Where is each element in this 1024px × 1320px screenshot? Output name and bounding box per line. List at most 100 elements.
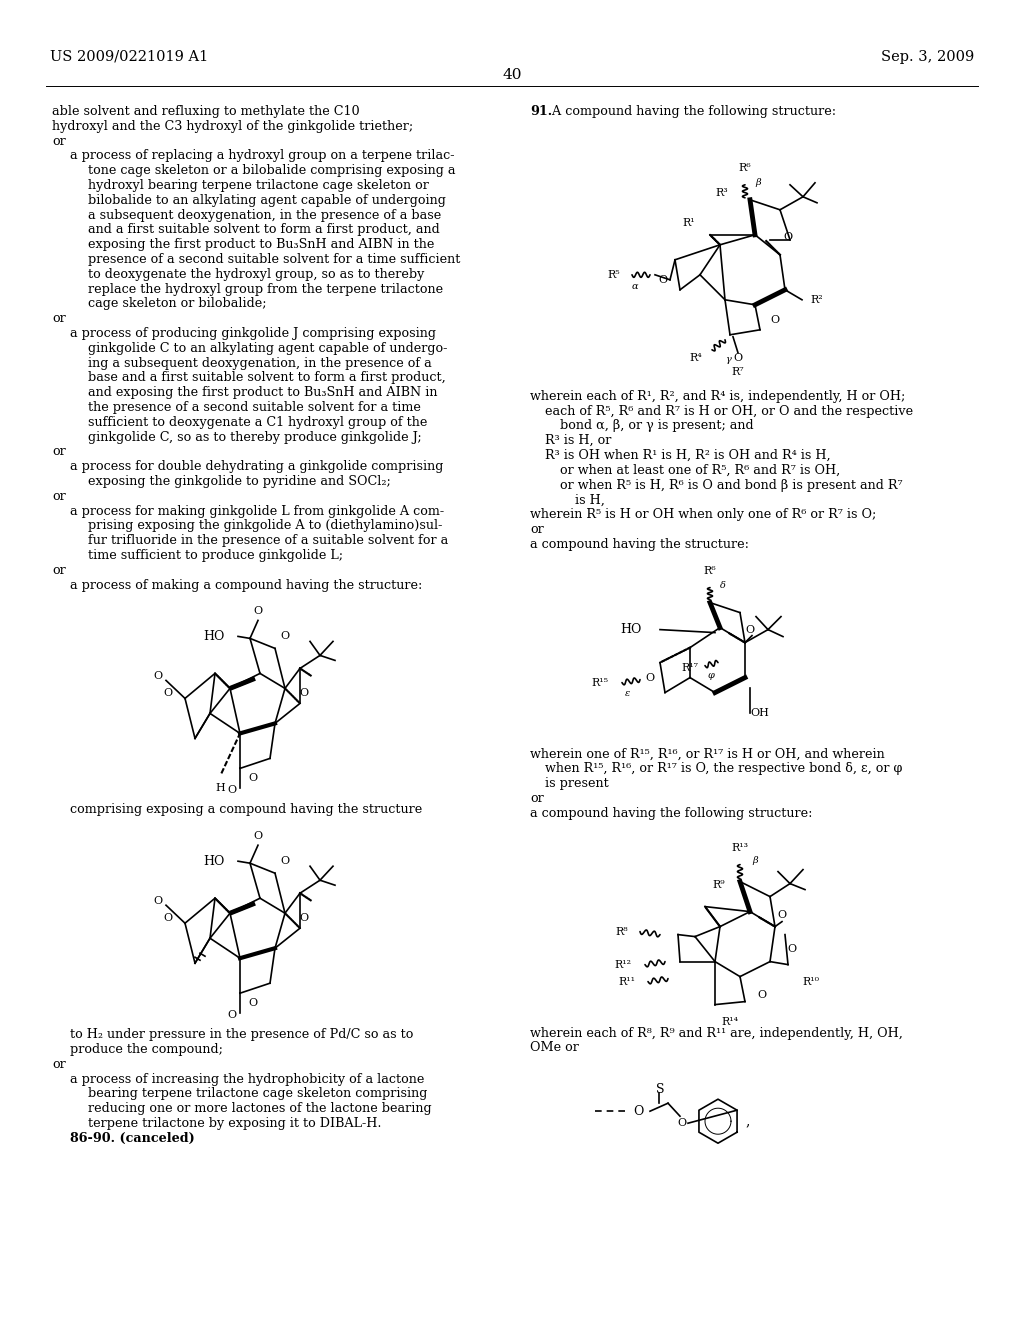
Text: O: O <box>770 314 779 325</box>
Text: a process for making ginkgolide L from ginkgolide A com-: a process for making ginkgolide L from g… <box>70 504 444 517</box>
Text: wherein R⁵ is H or OH when only one of R⁶ or R⁷ is O;: wherein R⁵ is H or OH when only one of R… <box>530 508 877 521</box>
Text: or: or <box>52 313 66 325</box>
Text: O: O <box>678 1118 686 1129</box>
Text: O: O <box>633 1105 643 1118</box>
Text: a compound having the structure:: a compound having the structure: <box>530 537 749 550</box>
Text: R⁶: R⁶ <box>738 162 752 173</box>
Text: O: O <box>253 832 262 841</box>
Text: or: or <box>52 1057 66 1071</box>
Text: is present: is present <box>545 777 608 791</box>
Text: or: or <box>52 564 66 577</box>
Text: hydroxyl and the C3 hydroxyl of the ginkgolide triether;: hydroxyl and the C3 hydroxyl of the gink… <box>52 120 413 133</box>
Text: O: O <box>281 857 290 866</box>
Text: to deoxygenate the hydroxyl group, so as to thereby: to deoxygenate the hydroxyl group, so as… <box>88 268 424 281</box>
Text: R⁸: R⁸ <box>615 927 628 937</box>
Text: R¹²: R¹² <box>614 960 632 970</box>
Text: α: α <box>632 282 639 292</box>
Text: O: O <box>249 774 258 783</box>
Text: or: or <box>52 445 66 458</box>
Text: or: or <box>52 490 66 503</box>
Text: 40: 40 <box>502 69 522 82</box>
Text: R⁴: R⁴ <box>689 352 702 363</box>
Text: O: O <box>164 913 173 923</box>
Text: ,: , <box>745 1114 750 1129</box>
Text: O: O <box>299 689 308 698</box>
Text: HO: HO <box>204 855 225 867</box>
Text: R³ is H, or: R³ is H, or <box>545 434 611 447</box>
Text: A compound having the following structure:: A compound having the following structur… <box>548 106 837 117</box>
Text: wherein each of R¹, R², and R⁴ is, independently, H or OH;: wherein each of R¹, R², and R⁴ is, indep… <box>530 389 905 403</box>
Text: R⁶: R⁶ <box>703 565 717 576</box>
Text: wherein each of R⁸, R⁹ and R¹¹ are, independently, H, OH,: wherein each of R⁸, R⁹ and R¹¹ are, inde… <box>530 1027 903 1040</box>
Text: reducing one or more lactones of the lactone bearing: reducing one or more lactones of the lac… <box>88 1102 432 1115</box>
Text: when R¹⁵, R¹⁶, or R¹⁷ is O, the respective bond δ, ε, or φ: when R¹⁵, R¹⁶, or R¹⁷ is O, the respecti… <box>545 763 902 775</box>
Text: replace the hydroxyl group from the terpene trilactone: replace the hydroxyl group from the terp… <box>88 282 443 296</box>
Text: cage skeleton or bilobalide;: cage skeleton or bilobalide; <box>88 297 266 310</box>
Text: R³ is OH when R¹ is H, R² is OH and R⁴ is H,: R³ is OH when R¹ is H, R² is OH and R⁴ i… <box>545 449 830 462</box>
Text: ing a subsequent deoxygenation, in the presence of a: ing a subsequent deoxygenation, in the p… <box>88 356 432 370</box>
Text: hydroxyl bearing terpene trilactone cage skeleton or: hydroxyl bearing terpene trilactone cage… <box>88 180 429 191</box>
Text: R¹⁴: R¹⁴ <box>722 1016 738 1027</box>
Text: terpene trilactone by exposing it to DIBAL-H.: terpene trilactone by exposing it to DIB… <box>88 1117 382 1130</box>
Text: O: O <box>227 785 237 796</box>
Text: H: H <box>215 783 225 793</box>
Text: 86-90. (canceled): 86-90. (canceled) <box>70 1131 195 1144</box>
Text: R⁷: R⁷ <box>732 367 744 376</box>
Text: R¹⁵: R¹⁵ <box>591 677 608 688</box>
Text: R¹⁰: R¹⁰ <box>802 977 819 986</box>
Text: O: O <box>227 1010 237 1020</box>
Text: is H,: is H, <box>575 494 605 507</box>
Text: a process of increasing the hydrophobicity of a lactone: a process of increasing the hydrophobici… <box>70 1073 424 1085</box>
Text: or: or <box>530 523 544 536</box>
Text: a process of producing ginkgolide J comprising exposing: a process of producing ginkgolide J comp… <box>70 327 436 341</box>
Text: US 2009/0221019 A1: US 2009/0221019 A1 <box>50 50 208 63</box>
Text: bilobalide to an alkylating agent capable of undergoing: bilobalide to an alkylating agent capabl… <box>88 194 445 207</box>
Text: OH: OH <box>750 708 769 718</box>
Text: bearing terpene trilactone cage skeleton comprising: bearing terpene trilactone cage skeleton… <box>88 1088 427 1101</box>
Text: R⁹: R⁹ <box>713 879 725 890</box>
Text: O: O <box>249 998 258 1008</box>
Text: O: O <box>783 232 793 242</box>
Text: O: O <box>645 673 654 682</box>
Text: presence of a second suitable solvent for a time sufficient: presence of a second suitable solvent fo… <box>88 253 461 267</box>
Text: 91.: 91. <box>530 106 552 117</box>
Text: tone cage skeleton or a bilobalide comprising exposing a: tone cage skeleton or a bilobalide compr… <box>88 164 456 177</box>
Text: R³: R³ <box>715 187 728 198</box>
Text: O: O <box>787 944 797 953</box>
Text: β: β <box>752 855 758 865</box>
Text: or when R⁵ is H, R⁶ is O and bond β is present and R⁷: or when R⁵ is H, R⁶ is O and bond β is p… <box>560 479 902 491</box>
Text: each of R⁵, R⁶ and R⁷ is H or OH, or O and the respective: each of R⁵, R⁶ and R⁷ is H or OH, or O a… <box>545 405 913 417</box>
Text: sufficient to deoxygenate a C1 hydroxyl group of the: sufficient to deoxygenate a C1 hydroxyl … <box>88 416 427 429</box>
Text: bond α, β, or γ is present; and: bond α, β, or γ is present; and <box>560 420 754 433</box>
Text: δ: δ <box>720 581 726 590</box>
Text: ginkgolide C to an alkylating agent capable of undergo-: ginkgolide C to an alkylating agent capa… <box>88 342 447 355</box>
Text: O: O <box>164 689 173 698</box>
Text: R¹⁷: R¹⁷ <box>681 663 698 673</box>
Text: R¹¹: R¹¹ <box>618 977 635 986</box>
Text: O: O <box>658 275 668 285</box>
Text: a compound having the following structure:: a compound having the following structur… <box>530 807 812 820</box>
Text: or: or <box>530 792 544 805</box>
Text: to H₂ under pressure in the presence of Pd/C so as to: to H₂ under pressure in the presence of … <box>70 1028 414 1041</box>
Text: comprising exposing a compound having the structure: comprising exposing a compound having th… <box>70 804 422 816</box>
Text: fur trifluoride in the presence of a suitable solvent for a: fur trifluoride in the presence of a sui… <box>88 535 449 548</box>
Text: O: O <box>733 352 742 363</box>
Text: time sufficient to produce ginkgolide L;: time sufficient to produce ginkgolide L; <box>88 549 343 562</box>
Text: exposing the first product to Bu₃SnH and AIBN in the: exposing the first product to Bu₃SnH and… <box>88 238 434 251</box>
Text: a process for double dehydrating a ginkgolide comprising: a process for double dehydrating a ginkg… <box>70 461 443 473</box>
Text: produce the compound;: produce the compound; <box>70 1043 223 1056</box>
Text: O: O <box>154 672 163 681</box>
Text: wherein one of R¹⁵, R¹⁶, or R¹⁷ is H or OH, and wherein: wherein one of R¹⁵, R¹⁶, or R¹⁷ is H or … <box>530 747 885 760</box>
Text: a process of making a compound having the structure:: a process of making a compound having th… <box>70 578 422 591</box>
Text: R⁵: R⁵ <box>607 269 620 280</box>
Text: OMe or: OMe or <box>530 1041 579 1055</box>
Text: prising exposing the ginkgolide A to (diethylamino)sul-: prising exposing the ginkgolide A to (di… <box>88 519 442 532</box>
Text: φ: φ <box>708 671 715 680</box>
Text: the presence of a second suitable solvent for a time: the presence of a second suitable solven… <box>88 401 421 414</box>
Text: and exposing the first product to Bu₃SnH and AIBN in: and exposing the first product to Bu₃SnH… <box>88 387 437 399</box>
Text: O: O <box>154 896 163 907</box>
Text: a subsequent deoxygenation, in the presence of a base: a subsequent deoxygenation, in the prese… <box>88 209 441 222</box>
Text: O: O <box>281 631 290 642</box>
Text: R¹: R¹ <box>682 218 695 228</box>
Text: and a first suitable solvent to form a first product, and: and a first suitable solvent to form a f… <box>88 223 439 236</box>
